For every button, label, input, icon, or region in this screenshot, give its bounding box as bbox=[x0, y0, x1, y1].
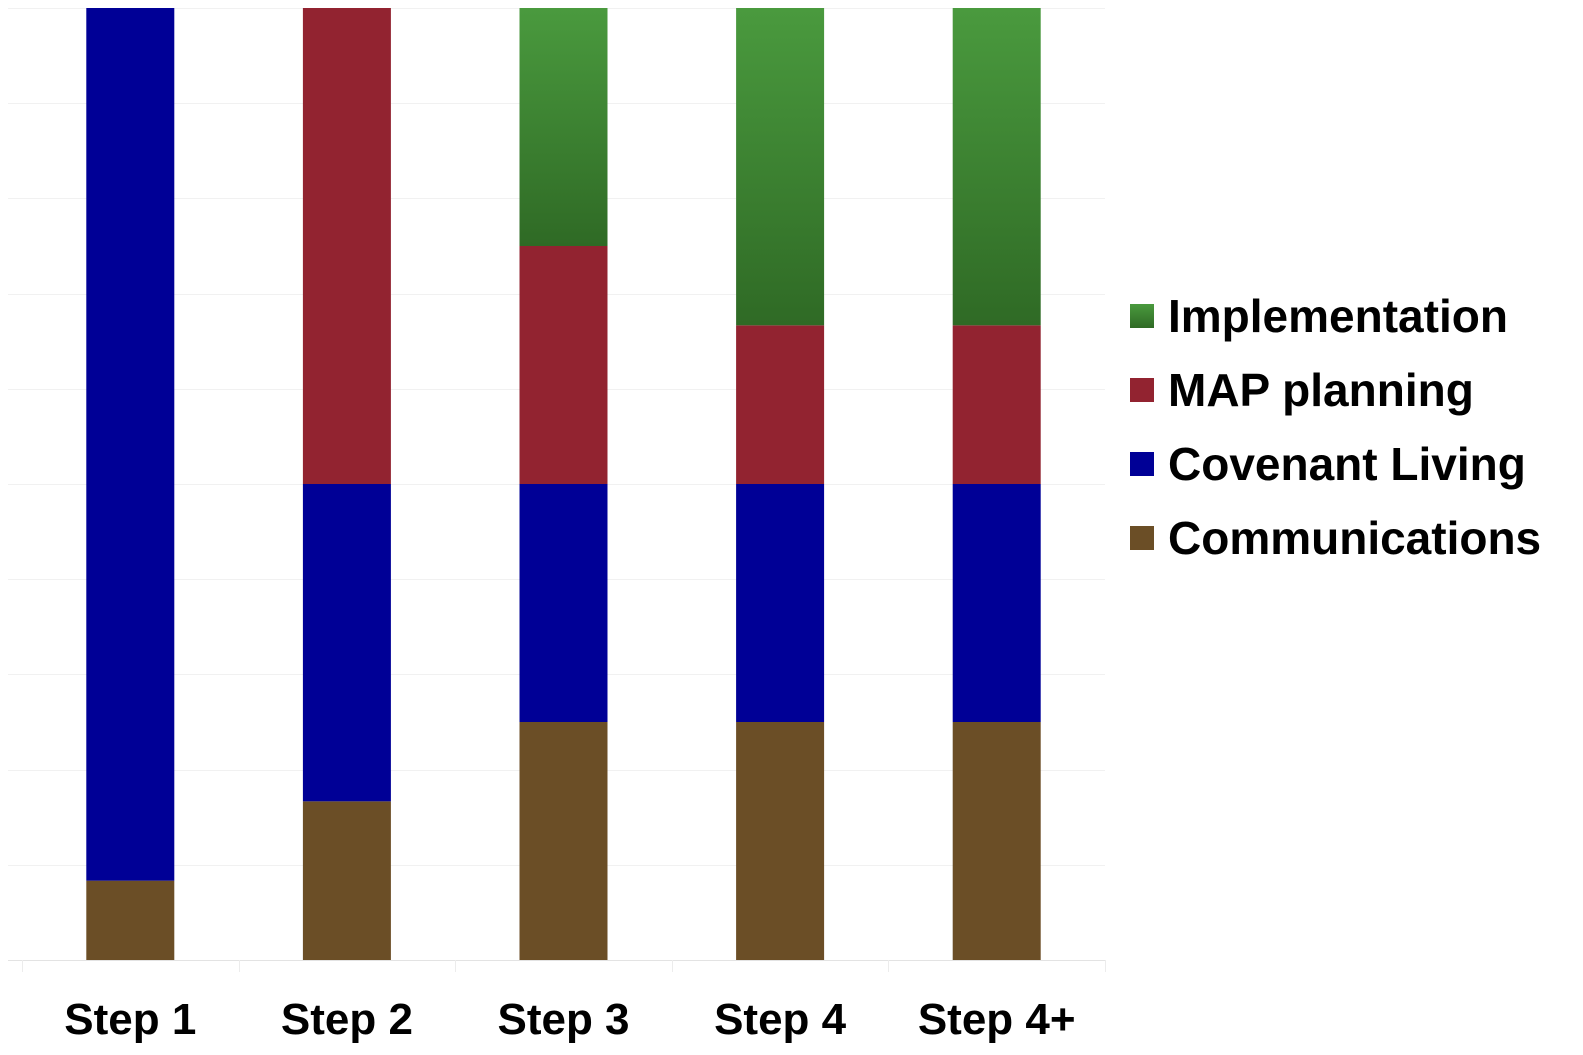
legend-label-communications: Communications bbox=[1168, 512, 1541, 564]
bar-step-4-map-planning bbox=[736, 325, 825, 484]
bar-step-4-communications bbox=[736, 722, 825, 960]
bar-step-2-communications bbox=[302, 801, 391, 960]
bar-step-4-implementation bbox=[736, 8, 825, 326]
x-tick-label: Step 4+ bbox=[918, 995, 1076, 1044]
legend-swatch-covenant-living bbox=[1130, 452, 1154, 476]
legend-label-covenant-living: Covenant Living bbox=[1168, 438, 1526, 490]
legend-label-map-planning: MAP planning bbox=[1168, 364, 1474, 416]
x-tick-labels: Step 1 Step 2 Step 3 Step 4 Step 4+ bbox=[64, 995, 1075, 1044]
bar-step-3-communications bbox=[519, 722, 608, 960]
bar-step-4-covenant-living bbox=[736, 484, 825, 722]
legend-swatch-implementation bbox=[1130, 304, 1154, 328]
bar-step-1-communications bbox=[86, 880, 175, 960]
bar-step-4-plus-map-planning bbox=[952, 325, 1041, 484]
bar-step-3-map-planning bbox=[519, 246, 608, 484]
bar-step-2-covenant-living bbox=[302, 484, 391, 802]
legend: Implementation MAP planning Covenant Livin… bbox=[1130, 290, 1541, 564]
legend-swatch-communications bbox=[1130, 526, 1154, 550]
x-tick-label: Step 2 bbox=[281, 995, 413, 1044]
bar-step-4-plus-communications bbox=[952, 722, 1041, 960]
x-tick-label: Step 3 bbox=[497, 995, 629, 1044]
bars bbox=[86, 8, 1041, 960]
legend-label-implementation: Implementation bbox=[1168, 290, 1508, 342]
legend-swatch-map-planning bbox=[1130, 378, 1154, 402]
bar-step-3-covenant-living bbox=[519, 484, 608, 722]
bar-step-4-plus-covenant-living bbox=[952, 484, 1041, 722]
x-tick-label: Step 1 bbox=[64, 995, 196, 1044]
bar-step-4-plus-implementation bbox=[952, 8, 1041, 326]
bar-step-2-map-planning bbox=[302, 8, 391, 484]
x-axis bbox=[8, 960, 1106, 972]
bar-step-1-covenant-living bbox=[86, 8, 175, 881]
x-tick-label: Step 4 bbox=[714, 995, 847, 1044]
bar-step-3-implementation bbox=[519, 8, 608, 246]
